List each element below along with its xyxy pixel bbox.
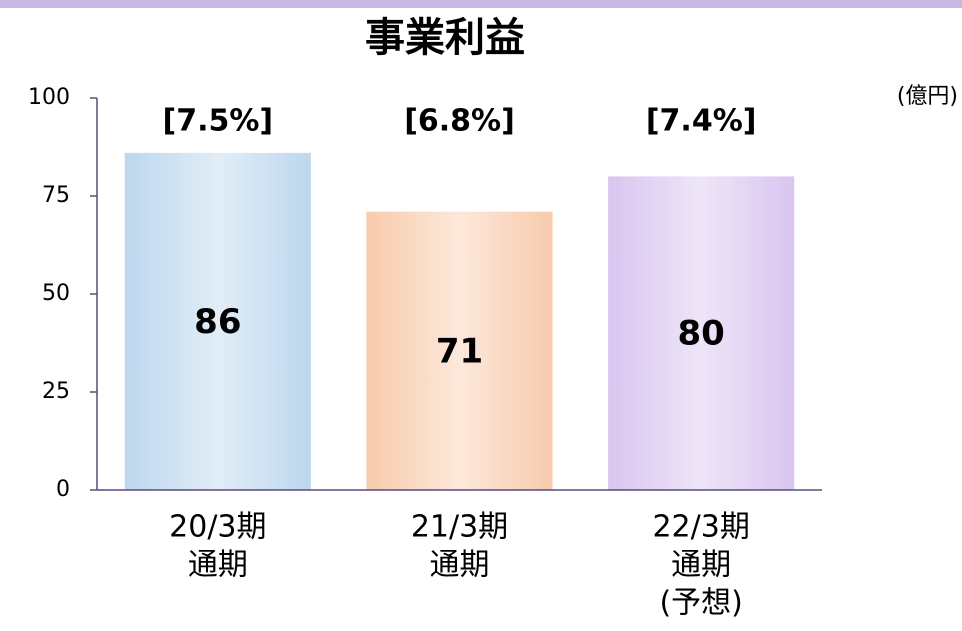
chart-title: 事業利益 — [365, 15, 525, 61]
x-tick-label: 通期 — [430, 548, 490, 583]
y-tick-label: 0 — [56, 477, 70, 502]
value-label: 80 — [678, 314, 725, 354]
x-tick-label: 通期 — [188, 548, 248, 583]
y-tick-label: 100 — [28, 85, 70, 110]
x-tick-label: 20/3期 — [169, 510, 266, 545]
x-tick-label: (予想) — [659, 586, 742, 621]
value-label: 86 — [194, 302, 241, 342]
value-label: 71 — [436, 331, 483, 371]
bar — [366, 211, 553, 490]
annotation: [6.8%] — [404, 104, 515, 139]
annotation: [7.4%] — [646, 104, 757, 139]
y-tick-label: 50 — [42, 281, 70, 306]
bar — [124, 152, 311, 490]
unit-label: (億円) — [897, 84, 958, 109]
top-band — [0, 0, 962, 8]
y-tick-label: 75 — [42, 183, 70, 208]
annotation: [7.5%] — [163, 104, 274, 139]
bar — [608, 176, 795, 490]
x-tick-label: 22/3期 — [652, 510, 749, 545]
x-tick-label: 通期 — [671, 548, 731, 583]
x-tick-label: 21/3期 — [411, 510, 508, 545]
y-tick-label: 25 — [42, 379, 70, 404]
